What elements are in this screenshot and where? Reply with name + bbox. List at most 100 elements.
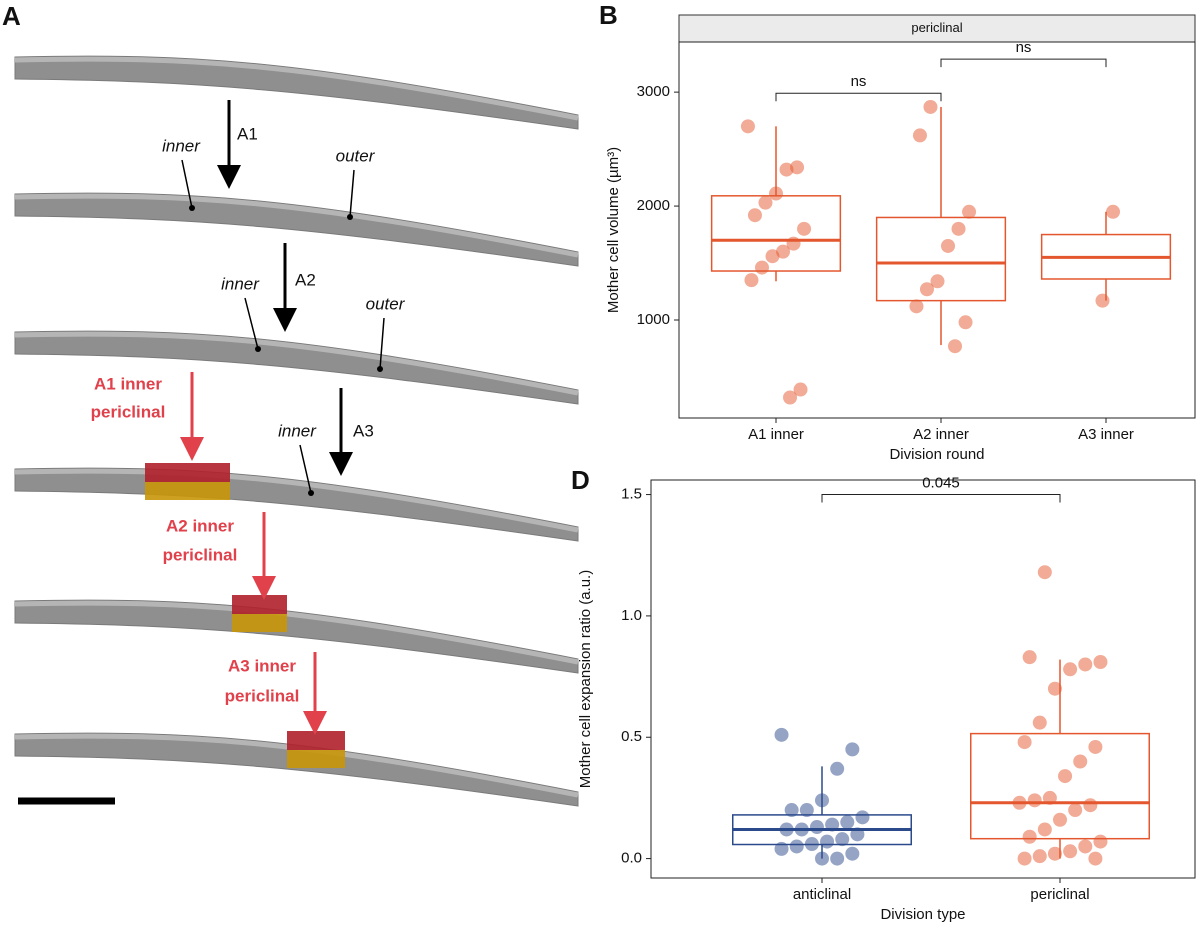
division-label: A3 inner <box>228 656 296 675</box>
data-point <box>1078 839 1093 854</box>
data-point <box>774 841 789 856</box>
data-point <box>815 851 829 866</box>
x-tick-label: periclinal <box>1030 886 1089 903</box>
data-point <box>1017 735 1032 750</box>
significance-bracket <box>821 494 1061 503</box>
data-point <box>835 832 850 847</box>
root <box>14 732 579 807</box>
data-point <box>809 820 824 835</box>
data-point <box>1063 662 1078 677</box>
data-point <box>1058 769 1073 784</box>
data-point <box>815 793 829 808</box>
data-point <box>754 260 769 275</box>
y-tick-label: 3000 <box>637 83 670 100</box>
data-point <box>1088 739 1103 754</box>
data-point <box>779 822 794 837</box>
root-highlight <box>14 733 579 798</box>
data-point <box>740 119 755 134</box>
root-highlight <box>14 56 579 121</box>
division-label: periclinal <box>163 545 238 564</box>
data-point <box>1037 822 1052 837</box>
root <box>14 55 579 130</box>
daughter-inner <box>287 750 345 768</box>
data-point <box>941 238 956 253</box>
data-point <box>923 99 938 114</box>
data-point <box>1037 565 1052 580</box>
y-axis-label: Mother cell expansion ratio (a.u.) <box>577 570 594 788</box>
daughter-inner <box>232 614 287 632</box>
data-point <box>758 195 773 210</box>
data-point <box>774 727 789 742</box>
data-point <box>912 128 927 143</box>
panel-letter: B <box>599 0 618 30</box>
data-point <box>790 160 805 175</box>
data-point <box>797 221 812 236</box>
root <box>14 330 579 405</box>
data-point <box>769 186 783 201</box>
data-point <box>1042 790 1057 805</box>
data-point <box>1032 849 1047 864</box>
data-point <box>850 827 865 842</box>
facet-label: periclinal <box>911 20 962 35</box>
data-point <box>804 837 819 852</box>
significance-label: 0.045 <box>922 475 960 492</box>
y-tick-label: 0.5 <box>621 728 642 745</box>
cell-label: outer <box>366 294 406 313</box>
data-point <box>830 851 845 866</box>
daughter-outer <box>287 731 345 750</box>
data-point <box>845 742 860 757</box>
root-highlight <box>14 193 579 258</box>
y-tick-label: 2000 <box>637 197 670 214</box>
cell-label: inner <box>278 421 317 440</box>
data-point <box>1088 851 1103 866</box>
data-point <box>1027 793 1042 808</box>
data-point <box>830 761 845 776</box>
data-point <box>919 282 934 297</box>
data-point <box>1047 846 1062 861</box>
root <box>14 192 579 267</box>
x-tick-label: anticlinal <box>793 886 851 903</box>
data-point <box>1063 844 1078 859</box>
arrow-label: A2 <box>295 270 316 289</box>
significance-bracket <box>775 92 942 102</box>
data-point <box>855 810 870 825</box>
data-point <box>1012 795 1027 810</box>
data-point <box>1022 650 1037 665</box>
data-point <box>1093 834 1108 849</box>
arrow-label: A3 <box>353 421 374 440</box>
data-point <box>1093 655 1108 670</box>
y-axis-label: Mother cell volume (µm³) <box>605 147 622 313</box>
cell-label: inner <box>162 136 201 155</box>
division-label: periclinal <box>91 402 166 421</box>
root <box>14 467 579 542</box>
data-point <box>765 249 780 264</box>
data-point <box>747 208 762 223</box>
plot-frame <box>650 479 1196 879</box>
panel-letter: A <box>2 1 21 31</box>
y-tick-label: 1.5 <box>621 486 642 503</box>
significance-label: ns <box>851 73 867 90</box>
daughter-outer <box>232 595 287 614</box>
significance-bracket <box>940 58 1107 68</box>
box <box>875 216 1007 302</box>
cell-labels <box>181 159 385 494</box>
data-point <box>784 803 799 818</box>
root <box>14 599 579 674</box>
x-tick-label: A3 inner <box>1078 426 1134 443</box>
cell-label: inner <box>221 274 260 293</box>
data-point <box>948 339 963 354</box>
data-point <box>1095 293 1110 308</box>
data-point <box>776 244 791 259</box>
data-point <box>1032 715 1047 730</box>
data-point <box>1017 851 1032 866</box>
cell-dots <box>189 205 383 496</box>
data-point <box>930 274 945 289</box>
data-point <box>909 299 924 314</box>
data-point <box>951 221 966 236</box>
x-tick-label: A2 inner <box>913 426 969 443</box>
x-tick-label: A1 inner <box>748 426 804 443</box>
arrow-label: A1 <box>237 124 258 143</box>
data-point <box>1078 657 1093 672</box>
